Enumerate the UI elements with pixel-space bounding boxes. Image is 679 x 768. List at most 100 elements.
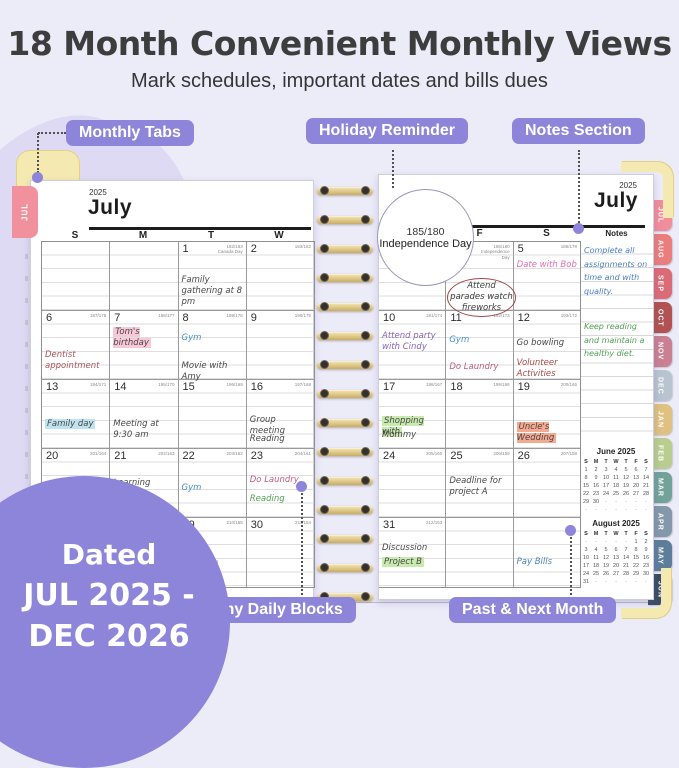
handwritten-event: Reading: [249, 434, 285, 444]
mini-cal-dow: M: [593, 459, 599, 465]
day-number: 10: [383, 312, 396, 324]
mini-cal-day: 16: [642, 555, 650, 561]
punch-hole: [361, 534, 370, 543]
day-header: W: [274, 230, 284, 241]
mini-cal-day: 27: [632, 491, 640, 497]
mini-cal-day: 16: [592, 483, 600, 489]
mini-calendar-week: 17 18 19 20 21 22 23: [581, 562, 651, 570]
mini-cal-dow: W: [613, 459, 619, 465]
mini-calendar-next-month: August 2025 S M T W T F S · · · · · 1 2 3 4 5 6 7 8 9 10 11 12 13…: [581, 519, 651, 586]
day-of-year-count: 202/163: [158, 451, 175, 456]
handwritten-event: Dentist appointment: [45, 350, 100, 372]
connector-past-next: [570, 537, 572, 595]
day-number: 11: [450, 312, 462, 324]
mini-cal-day: 11: [593, 555, 599, 561]
punch-hole: [361, 302, 370, 311]
punch-hole: [320, 244, 329, 253]
day-of-year-count: 187/178: [89, 313, 107, 318]
holiday-name: Independence Day: [379, 237, 472, 250]
day-number: 6: [46, 312, 53, 324]
day-cell: 31 212/153 Discussion Project B: [379, 518, 447, 587]
day-cell: 23 204/161 Do Laundry Reading: [247, 449, 314, 517]
day-of-year-count: 203/162: [226, 451, 243, 456]
spiral-loop: [312, 331, 378, 341]
mini-cal-day: 4: [594, 547, 598, 553]
mini-cal-day: 3: [584, 547, 588, 553]
mini-cal-day: ·: [645, 579, 647, 585]
dated-badge-text: Dated JUL 2025 - DEC 2026: [0, 535, 218, 657]
mini-cal-day: 7: [644, 467, 648, 473]
day-cell: [110, 242, 179, 310]
mini-cal-day: 6: [614, 547, 618, 553]
week-row: 1 182/183 Canada Day Family gathering at 8 …: [42, 242, 314, 311]
week-row: 13 194/171 Family day 14 195/170 Meeting at 9…: [42, 380, 314, 449]
handwritten-event: Attend party with Cindy: [382, 331, 436, 353]
spiral-loop: [312, 244, 378, 254]
mini-cal-day: 9: [644, 547, 648, 553]
mini-cal-day: ·: [595, 579, 597, 585]
day-cell: 13 194/171 Family day: [42, 380, 111, 448]
connector-dot-roomy-blocks: [296, 481, 307, 492]
day-of-year-count: 190/175: [294, 313, 311, 318]
mini-cal-day: 17: [602, 483, 610, 489]
spiral-loop: [312, 505, 378, 515]
spiral-wire: [317, 303, 373, 311]
mini-cal-day: 1: [584, 467, 588, 473]
mini-calendar-title: August 2025: [592, 519, 640, 528]
handwritten-event: Go bowling: [516, 338, 565, 348]
punch-hole: [361, 273, 370, 282]
mini-cal-dow: T: [624, 459, 628, 465]
day-number: 16: [250, 381, 263, 393]
handwritten-event: Discussion: [382, 543, 428, 553]
mini-cal-day: ·: [585, 507, 587, 513]
day-number: 18: [450, 381, 463, 393]
mini-cal-day: ·: [605, 499, 607, 505]
punch-hole: [320, 389, 329, 398]
handwritten-event: Gym: [181, 483, 202, 493]
mini-cal-day: 4: [614, 467, 618, 473]
day-cell: 30 211/154: [247, 518, 314, 587]
punch-hole: [320, 360, 329, 369]
day-cell: 9 190/175: [247, 311, 314, 379]
mini-cal-day: 7: [624, 547, 628, 553]
mini-cal-dow: S: [644, 459, 648, 465]
handwritten-event: Group meeting: [249, 415, 285, 437]
day-number: 1: [182, 243, 189, 255]
day-of-year-count: 193/172: [560, 313, 577, 318]
day-number: 26: [517, 450, 530, 462]
mini-cal-day: 13: [612, 555, 620, 561]
day-cell: 25 206/159 Deadline for project A: [446, 449, 514, 517]
mini-cal-day: ·: [605, 539, 607, 545]
day-header: S: [543, 228, 550, 239]
mini-cal-day: 21: [622, 563, 630, 569]
punch-hole: [361, 592, 370, 601]
day-of-year-count: 185/180 Independence Day: [481, 244, 510, 260]
day-cell: 19 200/165 Uncle's Wedding: [514, 380, 580, 448]
headline: 18 Month Convenient Monthly Views: [7, 24, 672, 63]
day-of-year-count: 198/167: [426, 382, 443, 387]
mini-cal-day: ·: [645, 507, 647, 513]
connector-dot-past-next: [565, 525, 576, 536]
punch-hole: [320, 302, 329, 311]
mini-calendar-week: · · · · · 1 2: [581, 538, 651, 546]
mini-cal-day: ·: [645, 499, 647, 505]
day-of-year-count: 196/169: [226, 382, 243, 387]
mini-cal-day: 18: [592, 563, 600, 569]
mini-cal-dow: T: [604, 459, 608, 465]
day-number: 21: [114, 450, 127, 462]
spiral-loop: [312, 389, 378, 399]
mini-cal-day: 30: [642, 571, 650, 577]
day-header: S: [71, 230, 79, 241]
punch-hole: [361, 389, 370, 398]
mini-cal-day: 25: [592, 571, 600, 577]
day-of-year-count: 182/183 Canada Day: [217, 244, 243, 255]
week-row: 31 212/153 Discussion Project B Pay Bills: [379, 518, 580, 587]
mini-cal-day: ·: [615, 579, 617, 585]
handwritten-event: Shopping with: [382, 416, 443, 438]
mini-cal-day: 10: [582, 555, 590, 561]
mini-cal-day: 8: [634, 547, 638, 553]
mini-cal-dow: F: [634, 459, 638, 465]
punch-hole: [320, 331, 329, 340]
day-number: 30: [250, 519, 263, 531]
badge-line-end: DEC 2026: [28, 619, 190, 654]
